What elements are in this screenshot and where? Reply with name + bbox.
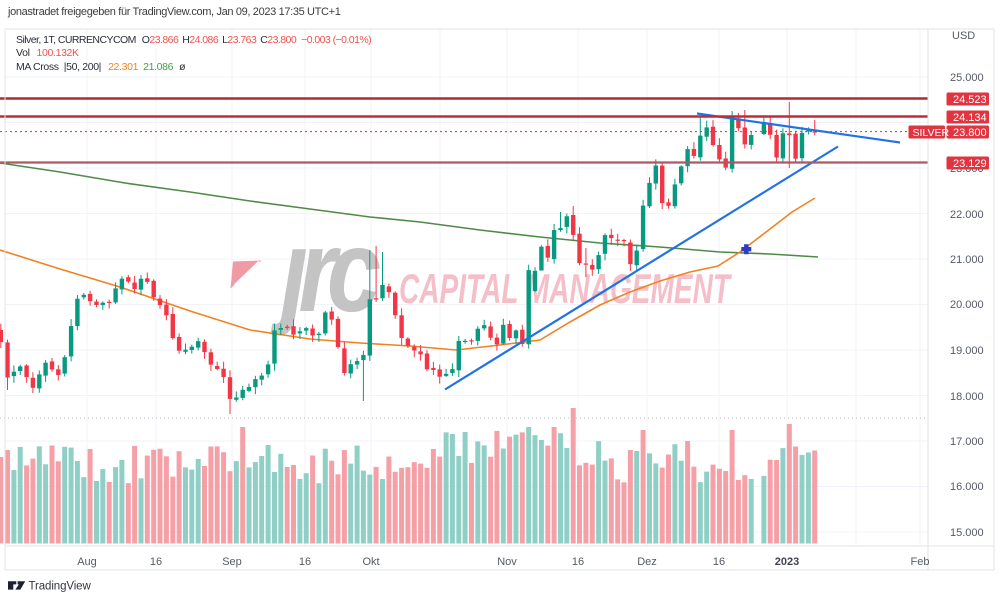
- svg-text:25.000: 25.000: [950, 72, 984, 84]
- svg-text:SILVER: SILVER: [913, 127, 950, 139]
- svg-text:23.129: 23.129: [953, 158, 987, 170]
- svg-text:Feb: Feb: [911, 556, 930, 568]
- svg-text:jonastradet freigegeben für Tr: jonastradet freigegeben für TradingView.…: [7, 6, 341, 18]
- svg-text:18.000: 18.000: [950, 391, 984, 403]
- svg-text:16: 16: [572, 556, 584, 568]
- svg-text:16: 16: [299, 556, 311, 568]
- svg-text:21.000: 21.000: [950, 254, 984, 266]
- svg-text:Aug: Aug: [77, 556, 97, 568]
- svg-text:TradingView: TradingView: [29, 581, 92, 593]
- svg-text:24.134: 24.134: [953, 112, 987, 124]
- svg-text:Sep: Sep: [222, 556, 242, 568]
- svg-text:2023: 2023: [775, 556, 799, 568]
- svg-text:Dez: Dez: [637, 556, 657, 568]
- svg-text:Okt: Okt: [362, 556, 379, 568]
- svg-text:Nov: Nov: [497, 556, 517, 568]
- svg-text:22.000: 22.000: [950, 209, 984, 221]
- svg-text:16: 16: [713, 556, 725, 568]
- svg-text:20.000: 20.000: [950, 299, 984, 311]
- svg-text:USD: USD: [952, 30, 975, 42]
- svg-text:24.523: 24.523: [953, 94, 987, 106]
- svg-text:16: 16: [150, 556, 162, 568]
- svg-text:CAPITAL MANAGEMENT: CAPITAL MANAGEMENT: [399, 265, 732, 312]
- svg-text:23.800: 23.800: [953, 127, 987, 139]
- svg-text:15.000: 15.000: [950, 527, 984, 539]
- svg-text:16.000: 16.000: [950, 481, 984, 493]
- svg-text:17.000: 17.000: [950, 436, 984, 448]
- svg-text:19.000: 19.000: [950, 345, 984, 357]
